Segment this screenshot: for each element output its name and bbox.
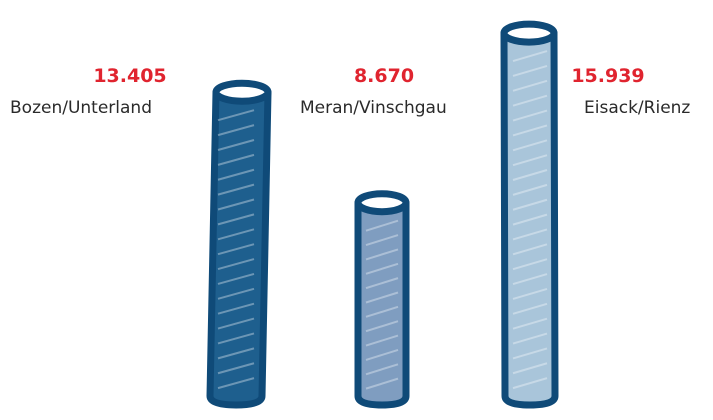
bar-hatch-meran-vinschgau xyxy=(365,234,399,247)
bar-cap-bozen-unterland xyxy=(212,79,272,105)
bar-hatch-bozen-unterland xyxy=(217,287,255,300)
bar-hatch-bozen-unterland xyxy=(217,317,255,330)
bar-body-bozen-unterland xyxy=(206,88,272,409)
bar-hatch-bozen-unterland xyxy=(217,258,255,271)
bar-hatch-bozen-unterland xyxy=(217,168,255,181)
bar-body-eisack-rienz xyxy=(500,29,559,409)
bar-hatch-eisack-rienz xyxy=(512,94,548,107)
category-label-meran-vinschgau: Meran/Vinschgau xyxy=(300,98,447,118)
bar-hatch-meran-vinschgau xyxy=(365,277,399,290)
bar-hatch-meran-vinschgau xyxy=(365,348,399,361)
bar-hatch-eisack-rienz xyxy=(512,258,548,271)
bar-hatch-eisack-rienz xyxy=(512,377,548,390)
bar-hatch-eisack-rienz xyxy=(512,139,548,152)
bar-hatch-bozen-unterland xyxy=(217,124,255,137)
bar-hatch-eisack-rienz xyxy=(512,109,548,122)
bar-hatch-eisack-rienz xyxy=(512,79,548,92)
value-label-meran-vinschgau: 8.670 xyxy=(353,65,415,87)
bar-hatch-meran-vinschgau xyxy=(365,219,399,232)
bar-hatch-bozen-unterland xyxy=(217,362,255,375)
category-label-bozen-unterland: Bozen/Unterland xyxy=(10,98,152,118)
value-label-eisack-rienz: 15.939 xyxy=(571,65,645,87)
bar-hatch-meran-vinschgau xyxy=(365,305,399,318)
bar-hatch-meran-vinschgau xyxy=(365,291,399,304)
bar-hatch-meran-vinschgau xyxy=(365,363,399,376)
bar-hatch-eisack-rienz xyxy=(512,124,548,137)
bar-hatch-bozen-unterland xyxy=(217,272,255,285)
bar-hatch-eisack-rienz xyxy=(512,243,548,256)
bar-hatch-eisack-rienz xyxy=(512,183,548,196)
bar-hatch-meran-vinschgau xyxy=(365,262,399,275)
bar-hatch-bozen-unterland xyxy=(217,243,255,256)
bar-cap-eisack-rienz xyxy=(500,20,558,46)
bar-hatch-eisack-rienz xyxy=(512,332,548,345)
bar-hatch-meran-vinschgau xyxy=(365,334,399,347)
bar-hatch-meran-vinschgau xyxy=(365,248,399,261)
bar-hatch-eisack-rienz xyxy=(512,273,548,286)
bar-hatch-eisack-rienz xyxy=(512,287,548,300)
bar-hatch-bozen-unterland xyxy=(217,153,255,166)
bar-hatch-eisack-rienz xyxy=(512,50,548,63)
value-label-bozen-unterland: 13.405 xyxy=(93,65,167,87)
bar-hatch-eisack-rienz xyxy=(512,64,548,77)
bar-hatch-bozen-unterland xyxy=(217,198,255,211)
bar-hatch-bozen-unterland xyxy=(217,183,255,196)
bar-hatch-eisack-rienz xyxy=(512,198,548,211)
bar-hatch-eisack-rienz xyxy=(512,169,548,181)
bar-hatch-eisack-rienz xyxy=(512,317,548,330)
bar-hatch-bozen-unterland xyxy=(217,302,255,315)
bar-bozen-unterland xyxy=(206,79,272,409)
bar-hatch-eisack-rienz xyxy=(512,362,548,375)
bar-hatch-eisack-rienz xyxy=(512,213,548,226)
bar-eisack-rienz xyxy=(500,20,559,409)
bar-meran-vinschgau xyxy=(354,190,410,409)
bar-hatch-eisack-rienz xyxy=(512,154,548,167)
category-label-eisack-rienz: Eisack/Rienz xyxy=(584,98,691,118)
bar-hatch-meran-vinschgau xyxy=(365,320,399,333)
bar-hatch-bozen-unterland xyxy=(217,347,255,360)
bar-body-meran-vinschgau xyxy=(354,199,410,409)
bar-hatch-bozen-unterland xyxy=(217,213,255,226)
bar-hatch-bozen-unterland xyxy=(217,332,255,345)
bar-hatch-eisack-rienz xyxy=(512,302,548,315)
bar-hatch-bozen-unterland xyxy=(217,228,255,241)
bar-hatch-bozen-unterland xyxy=(217,139,255,151)
bar-hatch-eisack-rienz xyxy=(512,347,548,360)
bar-hatch-meran-vinschgau xyxy=(365,377,399,390)
bars-group xyxy=(206,20,559,409)
bar-cap-meran-vinschgau xyxy=(354,190,410,216)
bar-hatch-bozen-unterland xyxy=(217,377,255,390)
bar-hatch-eisack-rienz xyxy=(512,228,548,241)
bar-hatch-bozen-unterland xyxy=(217,109,255,122)
